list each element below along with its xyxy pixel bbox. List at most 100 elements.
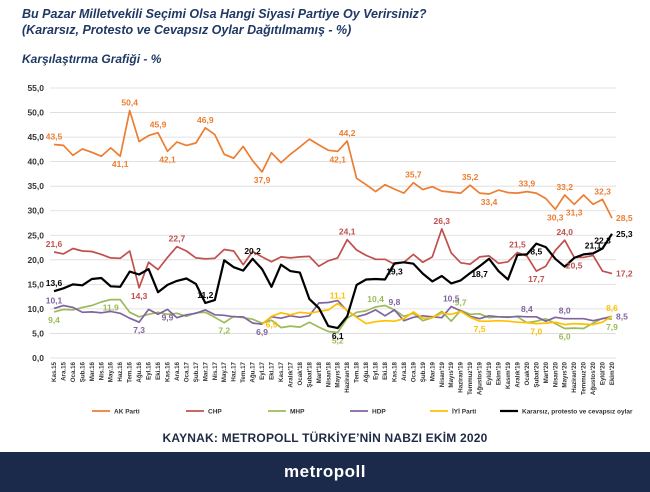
x-tick-label: Kas.16 — [164, 361, 171, 382]
data-label-ak: 45,9 — [150, 120, 167, 130]
data-label-kararsiz: 6,1 — [332, 331, 344, 341]
x-tick-label: Şubat'20 — [533, 361, 540, 387]
x-tick-label: Eki.17 — [269, 361, 276, 379]
series-line-hdp — [53, 299, 613, 325]
data-label-ak: 42,1 — [329, 154, 346, 164]
x-tick-label: Nis.17 — [212, 361, 219, 380]
x-tick-label: Kasım'19 — [505, 361, 512, 388]
data-label-kararsiz: 13,6 — [46, 278, 63, 288]
data-label-kararsiz: 25,3 — [616, 229, 633, 239]
y-tick-label: 30,0 — [27, 206, 44, 216]
data-label-kararsiz: 18,7 — [471, 269, 488, 279]
x-tick-label: Aralık'17 — [287, 361, 294, 387]
x-tick-label: Ara.16 — [174, 361, 181, 380]
x-tick-label: Nisan'18 — [325, 361, 332, 387]
series-line-ak — [53, 109, 613, 219]
data-label-hdp: 9,9 — [162, 312, 174, 322]
x-tick-label: Eylül'20 — [600, 361, 607, 385]
x-tick-label: Haziran'19 — [458, 361, 465, 392]
data-label-ak: 44,2 — [339, 128, 356, 138]
x-tick-label: May.16 — [108, 361, 115, 382]
y-tick-label: 5,0 — [32, 328, 44, 338]
data-label-ak: 33,9 — [519, 179, 536, 189]
data-label-chp: 22,7 — [169, 234, 186, 244]
x-tick-label: Nisan'20 — [552, 361, 559, 387]
x-tick-label: Mart'20 — [543, 361, 550, 383]
x-tick-label: Ağustos'19 — [477, 361, 484, 395]
x-tick-label: Ara.18 — [401, 361, 408, 380]
data-label-mhp: 7,9 — [606, 322, 618, 332]
x-tick-label: Haziran'20 — [571, 361, 578, 392]
data-label-kararsiz: 11,2 — [197, 290, 213, 300]
data-label-hdp: 8,5 — [616, 311, 628, 321]
x-tick-label: Mar.19 — [429, 361, 436, 381]
data-label-iyi: 7,0 — [530, 327, 542, 337]
y-tick-label: 50,0 — [27, 108, 44, 118]
y-tick-label: 20,0 — [27, 255, 44, 265]
data-label-mhp: 11,9 — [103, 303, 119, 313]
data-label-ak: 32,3 — [594, 186, 611, 196]
legend-label-mhp: MHP — [290, 409, 305, 416]
x-tick-label: Temmuz'19 — [467, 361, 474, 395]
x-tick-label: Ağu.18 — [363, 361, 370, 382]
x-tick-label: Eyl.17 — [259, 361, 266, 379]
data-label-ak: 46,9 — [197, 115, 214, 125]
y-tick-label: 45,0 — [27, 132, 44, 142]
data-label-hdp: 10,1 — [46, 295, 63, 305]
legend-label-iyi: İYİ Parti — [452, 408, 476, 416]
data-label-chp: 17,2 — [616, 269, 633, 279]
data-label-ak: 35,2 — [462, 172, 479, 182]
data-label-ak: 33,2 — [556, 182, 573, 192]
x-tick-label: Nisan'19 — [439, 361, 446, 387]
x-tick-label: Nis.16 — [98, 361, 105, 380]
chart-caption: Karşılaştırma Grafiği - % — [22, 52, 162, 66]
x-tick-label: Şub.16 — [79, 361, 86, 382]
x-tick-label: Mar.17 — [202, 361, 209, 381]
y-tick-label: 15,0 — [27, 279, 44, 289]
data-label-hdp: 8,4 — [521, 304, 533, 314]
data-label-hdp: 8,0 — [559, 306, 571, 316]
y-tick-label: 10,0 — [27, 304, 44, 314]
data-label-hdp: 10,5 — [443, 293, 460, 303]
x-tick-label: Eyl.16 — [146, 361, 153, 379]
y-tick-label: 55,0 — [27, 83, 44, 93]
x-tick-label: Şub.19 — [420, 361, 427, 382]
legend-label-kararsiz: Kararsız, protesto ve cevapsız oylar — [522, 409, 633, 416]
x-tick-label: Şub.17 — [193, 361, 200, 382]
x-tick-label: Haz.16 — [117, 361, 124, 381]
data-label-chp: 20,5 — [566, 260, 583, 270]
data-label-ak: 35,7 — [405, 170, 422, 180]
chart-subtitle: (Kararsız, Protesto ve Cevapsız Oylar Da… — [22, 23, 352, 37]
x-tick-label: Mayıs'20 — [562, 361, 569, 387]
data-label-chp: 26,3 — [433, 216, 450, 226]
x-tick-label: Haziran'18 — [344, 361, 351, 392]
data-label-mhp: 9,7 — [455, 297, 467, 307]
x-tick-label: Ağustos'20 — [590, 361, 597, 395]
x-tick-label: Ocak'20 — [524, 361, 531, 385]
x-tick-label: Ağu.17 — [250, 361, 257, 382]
data-label-ak: 41,1 — [112, 159, 129, 169]
data-label-iyi: 8,6 — [606, 303, 618, 313]
data-label-mhp: 5,2 — [332, 335, 344, 345]
x-tick-label: Eylül'19 — [486, 361, 493, 385]
data-label-hdp: 6,9 — [256, 327, 268, 337]
data-label-mhp: 7,2 — [218, 326, 230, 336]
data-label-chp: 14,3 — [131, 291, 148, 301]
data-label-mhp: 9,4 — [48, 315, 60, 325]
legend-label-chp: CHP — [208, 409, 222, 416]
x-tick-label: Eyl.18 — [373, 361, 380, 379]
x-tick-label: Haz.17 — [231, 361, 238, 381]
legend-label-ak: AK Parti — [114, 409, 140, 416]
data-label-ak: 37,9 — [254, 175, 271, 185]
x-tick-label: Kas.15 — [51, 361, 58, 382]
data-label-chp: 24,0 — [556, 227, 573, 237]
data-label-kararsiz: 19,3 — [386, 266, 403, 276]
footer-bar — [0, 452, 650, 492]
data-label-hdp: 7,3 — [133, 325, 145, 335]
x-tick-label: Ara.15 — [60, 361, 67, 380]
data-label-iyi: 6,9 — [266, 319, 278, 329]
line-chart: 0,0 5,0 10,0 15,0 20,0 25,0 30,0 35,0 40,0 45,0 50… — [27, 83, 633, 416]
data-label-mhp: 6,0 — [559, 332, 571, 342]
x-tick-label: Mayıs'19 — [448, 361, 455, 387]
x-tick-label: Aralık'19 — [514, 361, 521, 387]
